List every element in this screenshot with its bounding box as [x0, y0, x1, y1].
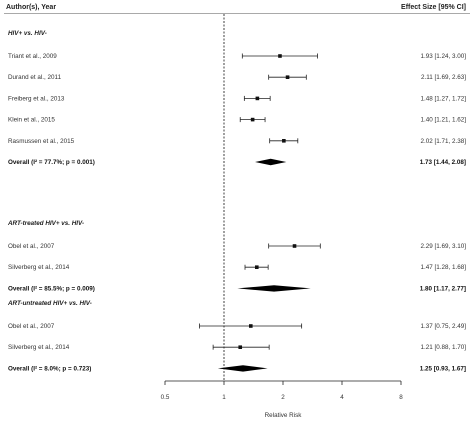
study-label: Obel et al., 2007 [8, 323, 55, 330]
study-row: Rasmussen et al., 2015 2.02 [1.71, 2.38] [8, 138, 466, 145]
study-row: Freiberg et al., 2013 1.48 [1.27, 1.72] [8, 95, 466, 102]
point-estimate [285, 75, 290, 79]
study-label: Silverberg et al., 2014 [8, 344, 70, 351]
point-estimate [248, 324, 253, 328]
x-axis-title: Relative Risk [265, 412, 303, 419]
study-label: Silverberg et al., 2014 [8, 264, 70, 271]
study-row: Obel et al., 2007 1.37 [0.75, 2.49] [8, 323, 466, 330]
summary-diamond [217, 365, 268, 372]
x-tick-label: 8 [399, 394, 403, 401]
subgroup: ART-treated HIV+ vs. HIV- Obel et al., 20… [7, 220, 466, 292]
study-row: Triant et al., 2009 1.93 [1.24, 3.00] [8, 53, 466, 60]
point-estimate [292, 244, 297, 248]
study-label: Freiberg et al., 2013 [8, 95, 65, 102]
point-estimate [255, 96, 260, 101]
subgroup-title: HIV+ vs. HIV- [8, 30, 47, 37]
point-estimate [254, 265, 259, 269]
subgroup-title: ART-untreated HIV+ vs. HIV- [7, 300, 92, 307]
study-label: Durand et al., 2011 [8, 74, 62, 81]
effect-size-header: Effect Size [95% CI] [401, 4, 466, 11]
point-estimate [250, 117, 255, 122]
overall-effect-value: 1.25 [0.93, 1.67] [420, 365, 466, 372]
overall-label: Overall (I² = 77.7%; p = 0.001) [8, 159, 95, 166]
subgroup-title: ART-treated HIV+ vs. HIV- [7, 220, 84, 227]
point-estimate [278, 54, 282, 58]
study-label: Klein et al., 2015 [8, 117, 55, 124]
point-estimate [238, 345, 243, 349]
overall-effect-value: 1.73 [1.44, 2.08] [420, 159, 466, 166]
effect-size-value: 1.21 [0.88, 1.70] [420, 344, 466, 351]
x-tick-label: 4 [340, 394, 344, 401]
study-label: Triant et al., 2009 [8, 53, 57, 60]
study-row: Obel et al., 2007 2.29 [1.69, 3.10] [8, 243, 466, 250]
effect-size-value: 1.47 [1.28, 1.68] [420, 264, 466, 271]
study-label: Rasmussen et al., 2015 [8, 138, 75, 145]
overall-label: Overall (I² = 8.0%; p = 0.723) [8, 365, 91, 372]
effect-size-value: 2.02 [1.71, 2.38] [420, 138, 466, 145]
summary-diamond [237, 285, 311, 292]
overall-row: Overall (I² = 77.7%; p = 0.001) 1.73 [1.4… [8, 158, 466, 166]
effect-size-value: 1.40 [1.21, 1.62] [420, 117, 466, 124]
effect-size-value: 1.93 [1.24, 3.00] [420, 53, 466, 60]
effect-size-value: 1.37 [0.75, 2.49] [420, 323, 466, 330]
overall-row: Overall (I² = 85.5%; p = 0.009) 1.80 [1.1… [8, 285, 466, 292]
x-axis: 0.5 1 2 4 8 [161, 380, 403, 401]
x-tick-label: 0.5 [161, 394, 170, 401]
study-label: Obel et al., 2007 [8, 243, 55, 250]
summary-diamond [255, 158, 287, 166]
overall-label: Overall (I² = 85.5%; p = 0.009) [8, 285, 95, 292]
study-row: Silverberg et al., 2014 1.21 [0.88, 1.70] [8, 344, 466, 351]
study-row: Durand et al., 2011 2.11 [1.69, 2.63] [8, 74, 466, 81]
effect-size-value: 1.48 [1.27, 1.72] [420, 95, 466, 102]
overall-row: Overall (I² = 8.0%; p = 0.723) 1.25 [0.93… [8, 365, 466, 372]
x-tick-label: 2 [281, 394, 285, 401]
overall-effect-value: 1.80 [1.17, 2.77] [420, 285, 466, 292]
x-tick-label: 1 [222, 394, 226, 401]
effect-size-value: 2.29 [1.69, 3.10] [420, 243, 466, 250]
study-row: Klein et al., 2015 1.40 [1.21, 1.62] [8, 117, 466, 124]
subgroup: HIV+ vs. HIV- Triant et al., 2009 1.93 [1.… [8, 30, 466, 166]
effect-size-value: 2.11 [1.69, 2.63] [421, 74, 466, 81]
study-row: Silverberg et al., 2014 1.47 [1.28, 1.68] [8, 264, 466, 271]
point-estimate [282, 139, 286, 143]
subgroup: ART-untreated HIV+ vs. HIV- Obel et al., … [7, 300, 466, 372]
forest-rows: HIV+ vs. HIV- Triant et al., 2009 1.93 [1.… [7, 30, 466, 372]
author-year-header: Author(s), Year [6, 4, 56, 11]
